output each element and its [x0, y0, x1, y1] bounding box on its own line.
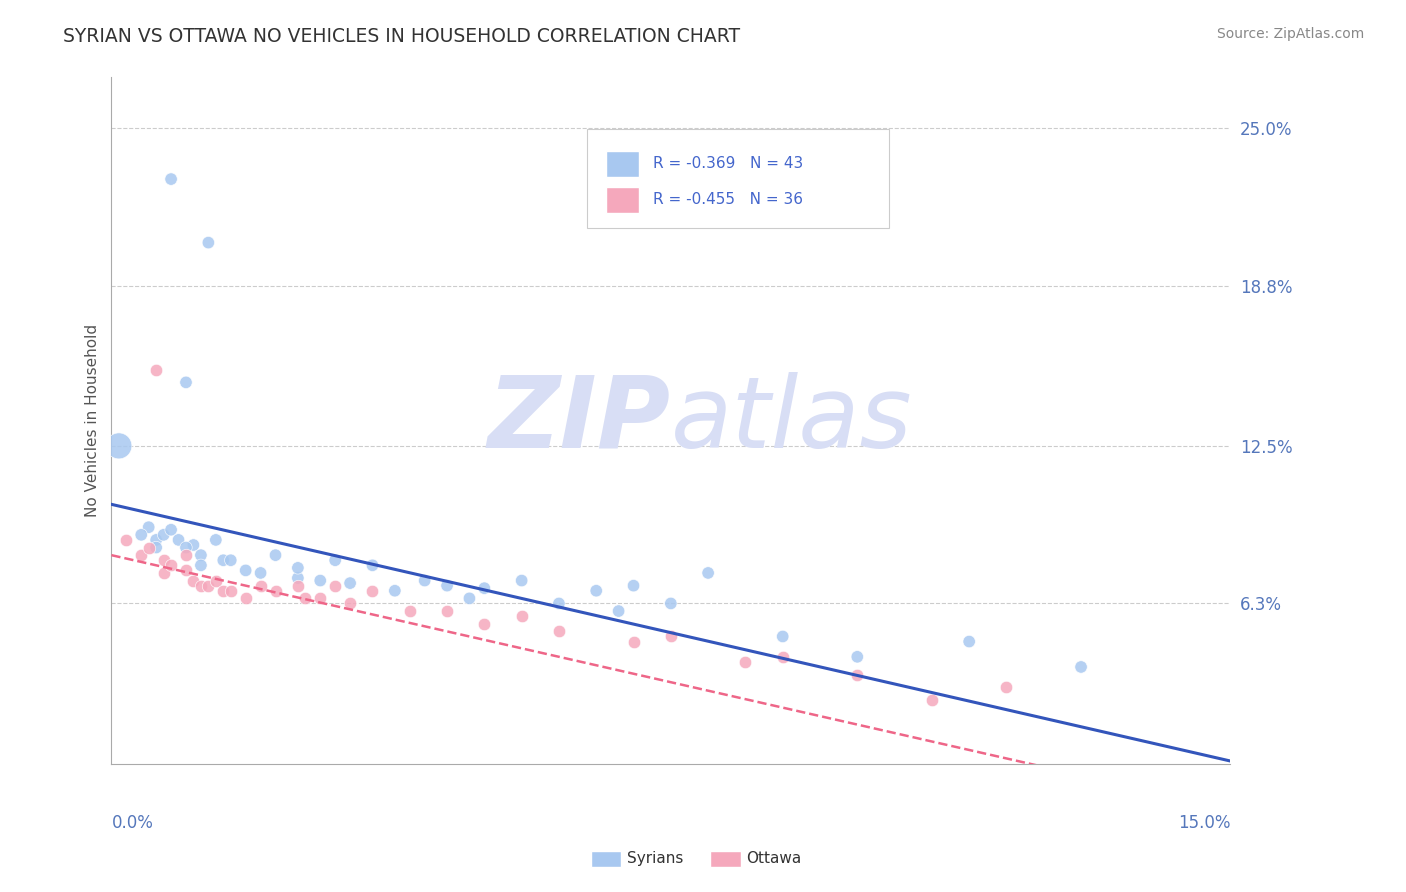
Point — [294, 591, 316, 606]
Point — [623, 579, 645, 593]
Text: Syrians: Syrians — [627, 852, 683, 866]
Point — [235, 563, 257, 577]
Point — [384, 583, 406, 598]
Text: SYRIAN VS OTTAWA NO VEHICLES IN HOUSEHOLD CORRELATION CHART: SYRIAN VS OTTAWA NO VEHICLES IN HOUSEHOL… — [63, 27, 741, 45]
Point — [607, 604, 630, 618]
Point — [287, 561, 309, 575]
Point — [510, 609, 533, 624]
Point — [548, 624, 571, 639]
Point — [436, 579, 458, 593]
Point — [287, 579, 309, 593]
Text: 0.0%: 0.0% — [111, 814, 153, 832]
Bar — [606, 186, 640, 212]
Point — [160, 523, 183, 537]
Point — [323, 553, 346, 567]
Point — [145, 533, 167, 547]
Point — [219, 553, 242, 567]
Point — [659, 596, 682, 610]
Point — [167, 533, 190, 547]
Point — [249, 566, 271, 580]
Point — [361, 558, 384, 573]
Point — [361, 583, 384, 598]
Point — [145, 541, 167, 555]
Point — [205, 533, 228, 547]
Point — [174, 541, 197, 555]
Point — [287, 571, 309, 585]
Point — [160, 558, 183, 573]
Point — [585, 583, 607, 598]
Point — [398, 604, 420, 618]
Point — [138, 541, 160, 555]
Point — [458, 591, 481, 606]
Point — [152, 528, 174, 542]
FancyBboxPatch shape — [586, 129, 889, 228]
Point — [339, 596, 361, 610]
Text: atlas: atlas — [671, 372, 912, 469]
Point — [510, 574, 533, 588]
Point — [212, 583, 235, 598]
Point — [152, 553, 174, 567]
Point — [846, 649, 869, 664]
Point — [264, 548, 287, 562]
Point — [138, 520, 160, 534]
Point — [145, 362, 167, 376]
Point — [1070, 660, 1092, 674]
Point — [205, 574, 228, 588]
Point — [183, 538, 205, 552]
Text: R = -0.369   N = 43: R = -0.369 N = 43 — [652, 156, 803, 171]
Point — [472, 616, 495, 631]
Text: Source: ZipAtlas.com: Source: ZipAtlas.com — [1216, 27, 1364, 41]
Point — [190, 558, 212, 573]
Point — [734, 655, 756, 669]
Point — [129, 548, 152, 562]
Point — [659, 630, 682, 644]
Point — [190, 548, 212, 562]
Point — [339, 576, 361, 591]
Point — [623, 634, 645, 648]
Point — [174, 548, 197, 562]
Point — [174, 376, 197, 390]
Point — [219, 583, 242, 598]
Point — [436, 604, 458, 618]
Point — [921, 693, 943, 707]
Point — [115, 533, 138, 547]
Text: Ottawa: Ottawa — [747, 852, 801, 866]
Point — [697, 566, 720, 580]
Point — [472, 581, 495, 595]
Y-axis label: No Vehicles in Household: No Vehicles in Household — [86, 324, 100, 517]
Point — [772, 649, 794, 664]
Point — [129, 528, 152, 542]
Point — [183, 574, 205, 588]
Point — [152, 566, 174, 580]
Point — [212, 553, 235, 567]
Point — [846, 667, 869, 681]
Point — [190, 579, 212, 593]
Point — [413, 574, 436, 588]
Point — [235, 591, 257, 606]
Text: R = -0.455   N = 36: R = -0.455 N = 36 — [652, 192, 803, 207]
Point — [264, 583, 287, 598]
Point — [249, 579, 271, 593]
Bar — [606, 151, 640, 177]
Point — [197, 235, 219, 250]
Point — [772, 630, 794, 644]
Point — [995, 681, 1018, 695]
Point — [108, 439, 131, 453]
Text: 15.0%: 15.0% — [1178, 814, 1230, 832]
Text: ZIP: ZIP — [488, 372, 671, 469]
Point — [197, 579, 219, 593]
Point — [548, 596, 571, 610]
Point — [957, 634, 980, 648]
Point — [309, 574, 332, 588]
Point — [174, 563, 197, 577]
Point — [309, 591, 332, 606]
Point — [160, 172, 183, 186]
Point — [323, 579, 346, 593]
